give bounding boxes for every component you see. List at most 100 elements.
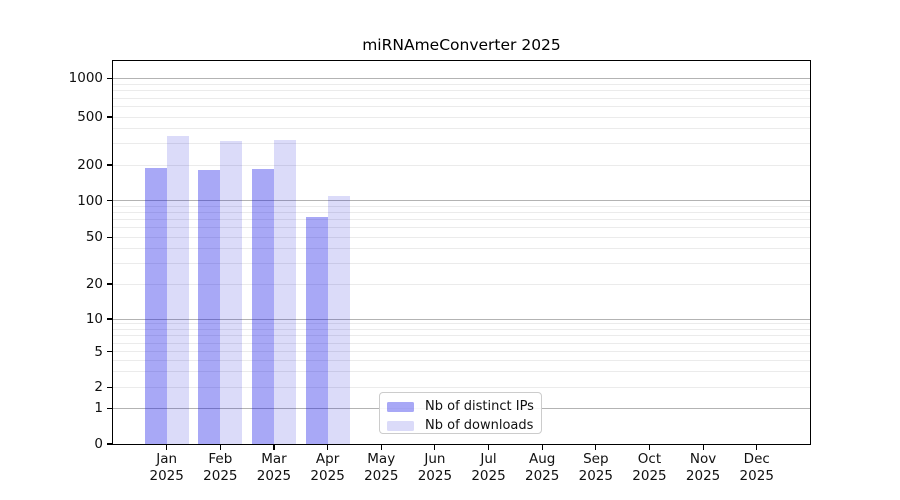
x-axis-tick-label-apr: Apr 2025	[286, 451, 370, 484]
y-tick-mark-200	[106, 164, 112, 166]
legend: Nb of distinct IPs Nb of downloads	[379, 392, 542, 434]
bar-downloads-feb	[220, 141, 243, 444]
x-label-year: 2025	[578, 467, 613, 484]
gridline-minor-400	[113, 128, 810, 130]
gridline-minor-800	[113, 90, 810, 92]
x-tick-mark-feb	[219, 445, 221, 450]
x-axis-tick-label-feb: Feb 2025	[178, 451, 262, 484]
x-tick-mark-dec	[756, 445, 758, 450]
gridline-minor-200	[113, 164, 810, 166]
gridline-minor-30	[113, 262, 810, 264]
x-label-year: 2025	[364, 467, 399, 484]
y-axis-tick-label-2: 2	[94, 379, 103, 396]
gridline-minor-60	[113, 227, 810, 229]
bar-distinct-ips-feb	[198, 170, 221, 444]
y-tick-mark-1000	[106, 77, 112, 79]
x-tick-mark-jun	[434, 445, 436, 450]
x-tick-mark-jul	[487, 445, 490, 450]
x-tick-mark-sep	[595, 445, 597, 450]
x-label-month: Oct	[637, 451, 662, 467]
x-tick-mark-mar	[273, 445, 275, 450]
x-tick-mark-jan	[166, 445, 168, 450]
gridline-minor-9	[113, 323, 810, 325]
gridline-minor-600	[113, 106, 810, 108]
legend-label-distinct-ips: Nb of distinct IPs	[425, 399, 534, 414]
x-label-year: 2025	[471, 467, 506, 484]
gridline-minor-3	[113, 371, 810, 373]
x-label-month: Jan	[156, 451, 178, 467]
x-axis-tick-label-dec: Dec 2025	[715, 451, 799, 484]
bar-downloads-jan	[166, 135, 189, 444]
gridline-minor-6	[113, 342, 810, 344]
y-axis-tick-label-500: 500	[77, 109, 103, 125]
x-label-year: 2025	[524, 467, 560, 484]
x-label-month: May	[367, 451, 396, 467]
gridline-minor-70	[113, 219, 810, 221]
x-axis-tick-label-jan: Jan 2025	[125, 451, 209, 484]
chart-title: miRNAmeConverter 2025	[362, 36, 561, 54]
gridline-major-1000	[113, 77, 810, 79]
gridline-major-100	[113, 200, 810, 202]
y-axis-tick-label-20: 20	[85, 276, 103, 292]
x-axis-tick-label-oct: Oct 2025	[607, 451, 691, 484]
x-tick-mark-aug	[541, 445, 543, 450]
y-axis-tick-label-200: 200	[77, 157, 103, 173]
gridline-major-10	[113, 318, 810, 320]
x-label-month: Jul	[480, 451, 497, 467]
gridline-minor-2	[113, 386, 810, 388]
x-label-month: Aug	[528, 451, 556, 467]
y-axis-tick-label-1000: 1000	[68, 70, 103, 87]
x-tick-mark-oct	[648, 445, 651, 450]
y-tick-mark-5	[106, 351, 112, 353]
y-tick-mark-100	[106, 200, 112, 202]
gridline-minor-4	[113, 359, 810, 361]
bar-distinct-ips-jan	[144, 167, 167, 444]
x-tick-mark-may	[380, 445, 382, 450]
gridline-minor-700	[113, 97, 810, 99]
x-label-year: 2025	[685, 467, 721, 484]
y-axis-tick-label-1: 1	[94, 400, 103, 417]
x-axis-tick-label-sep: Sep 2025	[554, 451, 638, 484]
x-axis-tick-label-aug: Aug 2025	[500, 451, 584, 484]
gridline-minor-500	[113, 116, 810, 118]
x-axis-tick-label-jul: Jul 2025	[447, 451, 531, 484]
x-label-year: 2025	[417, 467, 453, 484]
gridline-minor-7	[113, 335, 810, 337]
y-axis-tick-label-100: 100	[77, 192, 103, 209]
legend-label-downloads: Nb of downloads	[425, 418, 534, 433]
gridline-minor-300	[113, 143, 810, 145]
y-tick-mark-20	[106, 283, 112, 285]
x-axis-tick-label-nov: Nov 2025	[661, 451, 745, 484]
x-label-month: Apr	[315, 451, 340, 467]
x-label-year: 2025	[256, 467, 292, 484]
x-tick-mark-nov	[702, 445, 704, 450]
x-label-month: Dec	[743, 451, 770, 467]
bar-downloads-mar	[273, 140, 296, 444]
gridline-minor-40	[113, 248, 810, 250]
y-axis-tick-label-5: 5	[94, 343, 103, 360]
gridline-minor-20	[113, 283, 810, 285]
gridline-minor-80	[113, 211, 810, 213]
x-axis-tick-label-mar: Mar 2025	[232, 451, 316, 484]
x-label-year: 2025	[739, 467, 774, 484]
plot-area: 0 1 2 5 10 20 50 100 200 500 1000 Jan 2025 Feb 2025 Mar…	[69, 60, 811, 484]
y-tick-mark-500	[106, 116, 112, 118]
x-label-month: Feb	[208, 451, 233, 467]
x-label-year: 2025	[203, 467, 238, 484]
y-axis-tick-label-0: 0	[94, 436, 103, 452]
gridline-minor-8	[113, 329, 810, 331]
gridline-minor-900	[113, 83, 810, 85]
bar-distinct-ips-apr	[305, 216, 328, 444]
gridline-minor-5	[113, 351, 810, 353]
legend-swatch-distinct-ips	[387, 401, 414, 412]
y-tick-mark-0	[106, 443, 112, 445]
legend-item-downloads: Nb of downloads	[380, 416, 541, 435]
gridlines-layer	[113, 61, 810, 444]
x-label-month: Sep	[583, 451, 609, 467]
bar-distinct-ips-mar	[251, 169, 274, 444]
x-label-year: 2025	[632, 467, 667, 484]
gridline-minor-90	[113, 205, 810, 207]
y-tick-mark-2	[106, 386, 112, 388]
y-tick-mark-10	[106, 318, 112, 320]
x-label-month: Jun	[424, 451, 446, 467]
